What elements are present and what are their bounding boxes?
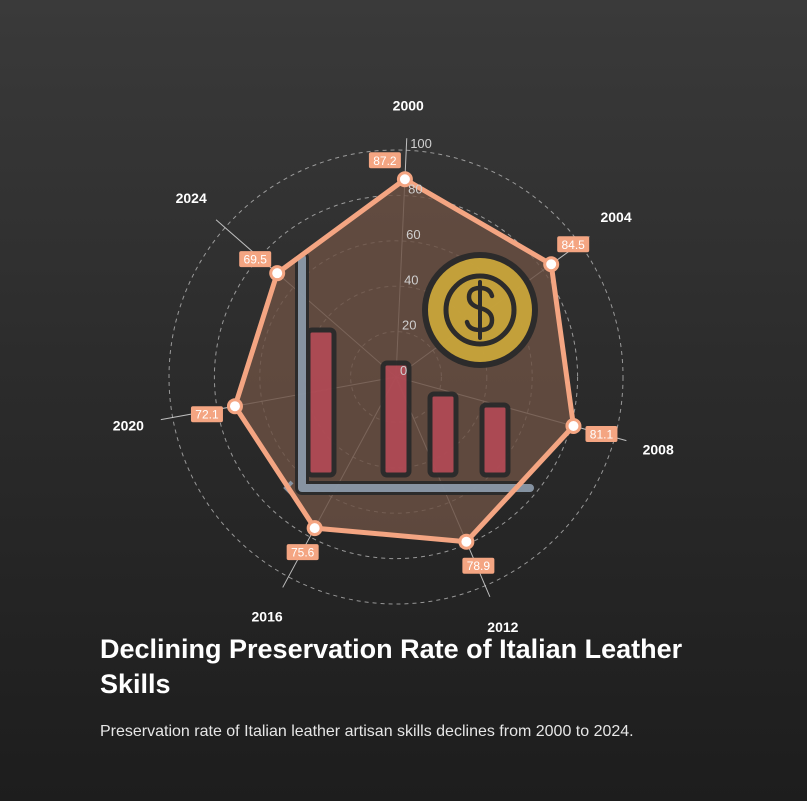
series-outline-layer xyxy=(226,171,582,550)
category-label-2016: 2016 xyxy=(252,609,283,625)
category-label-2004: 2004 xyxy=(600,209,631,225)
value-badge xyxy=(286,544,319,561)
value-text: 75.6 xyxy=(291,546,315,560)
grid-circle xyxy=(168,149,624,605)
radial-tick-label: 40 xyxy=(404,272,418,287)
radial-tick-label: 100 xyxy=(410,136,432,151)
value-text: 72.1 xyxy=(195,408,219,422)
value-text: 78.9 xyxy=(467,559,491,573)
chart-subtitle: Preservation rate of Italian leather art… xyxy=(100,723,634,740)
value-badge xyxy=(557,236,590,253)
background-illustration xyxy=(283,251,538,496)
category-label-2000: 2000 xyxy=(393,97,424,113)
data-point-2020 xyxy=(226,398,243,415)
data-point-2024 xyxy=(269,265,286,282)
radial-tick-label: 20 xyxy=(402,318,416,333)
value-badge xyxy=(239,251,272,268)
value-label-2004: 84.5 xyxy=(557,236,590,253)
value-badge xyxy=(368,152,401,169)
data-point-2012 xyxy=(458,533,475,550)
series-line xyxy=(232,176,576,545)
data-point-2008 xyxy=(565,417,582,434)
radial-tick-label: 80 xyxy=(408,182,422,197)
radial-tick-label: 60 xyxy=(406,227,420,242)
value-badge xyxy=(190,406,223,423)
radar-chart: 0 20 40 60 80 100 87.2 84.5 81.1 78.9 75.6 72.1 69.5… xyxy=(113,97,674,635)
category-label-2012: 2012 xyxy=(487,619,518,635)
value-badge xyxy=(585,425,618,442)
radar-labels: 0 20 40 60 80 100 87.2 84.5 81.1 78.9 75.6 72.1 69.5… xyxy=(113,97,674,635)
value-label-2000: 87.2 xyxy=(368,152,401,169)
category-label-2024: 2024 xyxy=(176,190,207,206)
bar-chart-icon xyxy=(283,251,537,496)
value-label-2008: 81.1 xyxy=(585,425,618,442)
data-point-2004 xyxy=(543,256,560,273)
value-text: 69.5 xyxy=(244,253,268,267)
value-label-2012: 78.9 xyxy=(462,557,495,574)
grid-circle xyxy=(213,194,579,560)
category-label-2020: 2020 xyxy=(113,418,144,434)
chart-title: Declining Preservation Rate of Italian L… xyxy=(100,634,683,699)
data-point-2016 xyxy=(306,520,323,537)
value-text: 87.2 xyxy=(373,154,397,168)
data-point-2000 xyxy=(396,171,413,188)
value-label-2024: 69.5 xyxy=(239,251,272,268)
value-text: 84.5 xyxy=(562,238,586,252)
value-badge xyxy=(462,557,495,574)
value-label-2020: 72.1 xyxy=(190,406,223,423)
value-label-2016: 75.6 xyxy=(286,544,319,561)
value-text: 81.1 xyxy=(590,427,614,441)
category-label-2008: 2008 xyxy=(643,441,674,457)
dollar-coin-icon xyxy=(422,252,538,368)
radial-tick-label: 0 xyxy=(400,363,407,378)
